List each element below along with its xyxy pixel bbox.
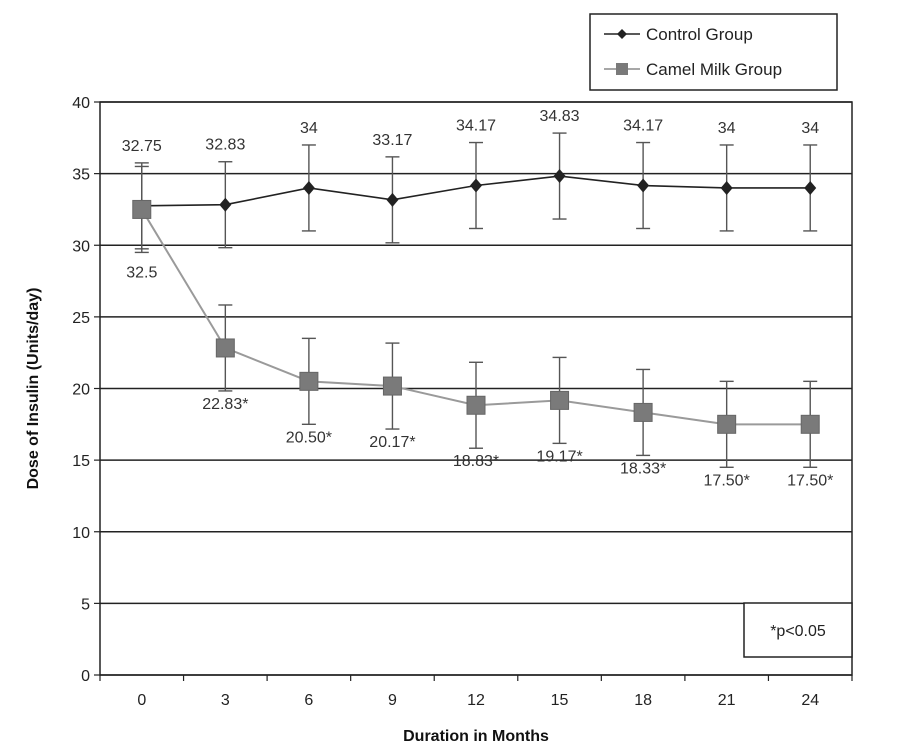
data-label: 32.83	[205, 137, 245, 154]
x-tick-label-12: 12	[467, 692, 485, 709]
data-point	[466, 395, 486, 415]
data-point	[553, 169, 566, 184]
data-label: 17.50*	[787, 472, 833, 489]
legend-label: Camel Milk Group	[646, 60, 782, 79]
x-axis-title: Duration in Months	[403, 728, 549, 745]
legend-marker	[616, 63, 628, 75]
x-tick-label-6: 6	[304, 692, 313, 709]
data-point	[299, 371, 319, 391]
data-point	[720, 180, 733, 195]
y-axis-title: Dose of Insulin (Units/day)	[25, 288, 42, 490]
note-box	[743, 602, 853, 658]
data-label: 17.50*	[704, 472, 750, 489]
data-point	[386, 192, 399, 207]
data-point	[717, 414, 737, 434]
data-point	[550, 390, 570, 410]
legend: Control Group Camel Milk Group	[589, 13, 838, 91]
series-layer	[132, 132, 820, 468]
data-point	[219, 197, 232, 212]
legend-label: Control Group	[646, 25, 753, 44]
data-point	[215, 338, 235, 358]
data-label: 34	[801, 120, 819, 137]
y-tick-label-5: 5	[81, 596, 90, 613]
data-label: 32.75	[122, 138, 162, 155]
data-point	[382, 376, 402, 396]
data-label: 32.5	[126, 264, 157, 281]
significance-note: *p<0.05	[743, 602, 853, 658]
y-tick-label-35: 35	[72, 167, 90, 184]
data-labels: 32.75 32.83 34 33.17 34.17 34.83 34.17 34 34 32.5…	[122, 108, 834, 489]
y-tick-label-20: 20	[72, 382, 90, 399]
data-point	[302, 180, 315, 195]
y-axis: 0 5 10 15 20 25 30 35 40	[72, 95, 100, 685]
y-tick-label-10: 10	[72, 525, 90, 542]
data-label: 34.17	[456, 118, 496, 135]
data-label: 18.33*	[620, 460, 666, 477]
x-tick-label-9: 9	[388, 692, 397, 709]
data-label: 20.17*	[369, 434, 415, 451]
x-tick-label-21: 21	[718, 692, 736, 709]
x-tick-label-3: 3	[221, 692, 230, 709]
data-label: 22.83*	[202, 396, 248, 413]
legend-item-control-group: Control Group	[604, 25, 753, 44]
x-tick-label-24: 24	[801, 692, 819, 709]
y-tick-label-0: 0	[81, 668, 90, 685]
y-tick-label-30: 30	[72, 238, 90, 255]
data-point	[637, 178, 650, 193]
y-tick-label-25: 25	[72, 310, 90, 327]
x-tick-label-0: 0	[137, 692, 146, 709]
data-point	[132, 199, 152, 219]
legend-box	[589, 13, 838, 91]
data-label: 33.17	[372, 132, 412, 149]
y-tick-label-40: 40	[72, 95, 90, 112]
data-point	[470, 178, 482, 193]
y-tick-label-15: 15	[72, 453, 90, 470]
data-label: 18.83*	[453, 453, 499, 470]
note-text: *p<0.05	[770, 623, 826, 640]
data-point	[804, 180, 817, 195]
x-axis: 0 3 6 9 12 15 18 21 24	[99, 675, 853, 709]
legend-item-camel-milk-group: Camel Milk Group	[604, 60, 782, 79]
data-label: 19.17*	[536, 448, 582, 465]
data-label: 20.50*	[286, 429, 332, 446]
series-camel-milk-group	[132, 165, 820, 468]
data-label: 34.83	[540, 108, 580, 125]
data-label: 34.17	[623, 118, 663, 135]
data-label: 34	[300, 120, 318, 137]
x-tick-label-18: 18	[634, 692, 652, 709]
x-tick-label-15: 15	[551, 692, 569, 709]
legend-marker	[617, 29, 627, 39]
data-label: 34	[718, 120, 736, 137]
data-point	[633, 402, 653, 422]
data-point	[800, 414, 820, 434]
